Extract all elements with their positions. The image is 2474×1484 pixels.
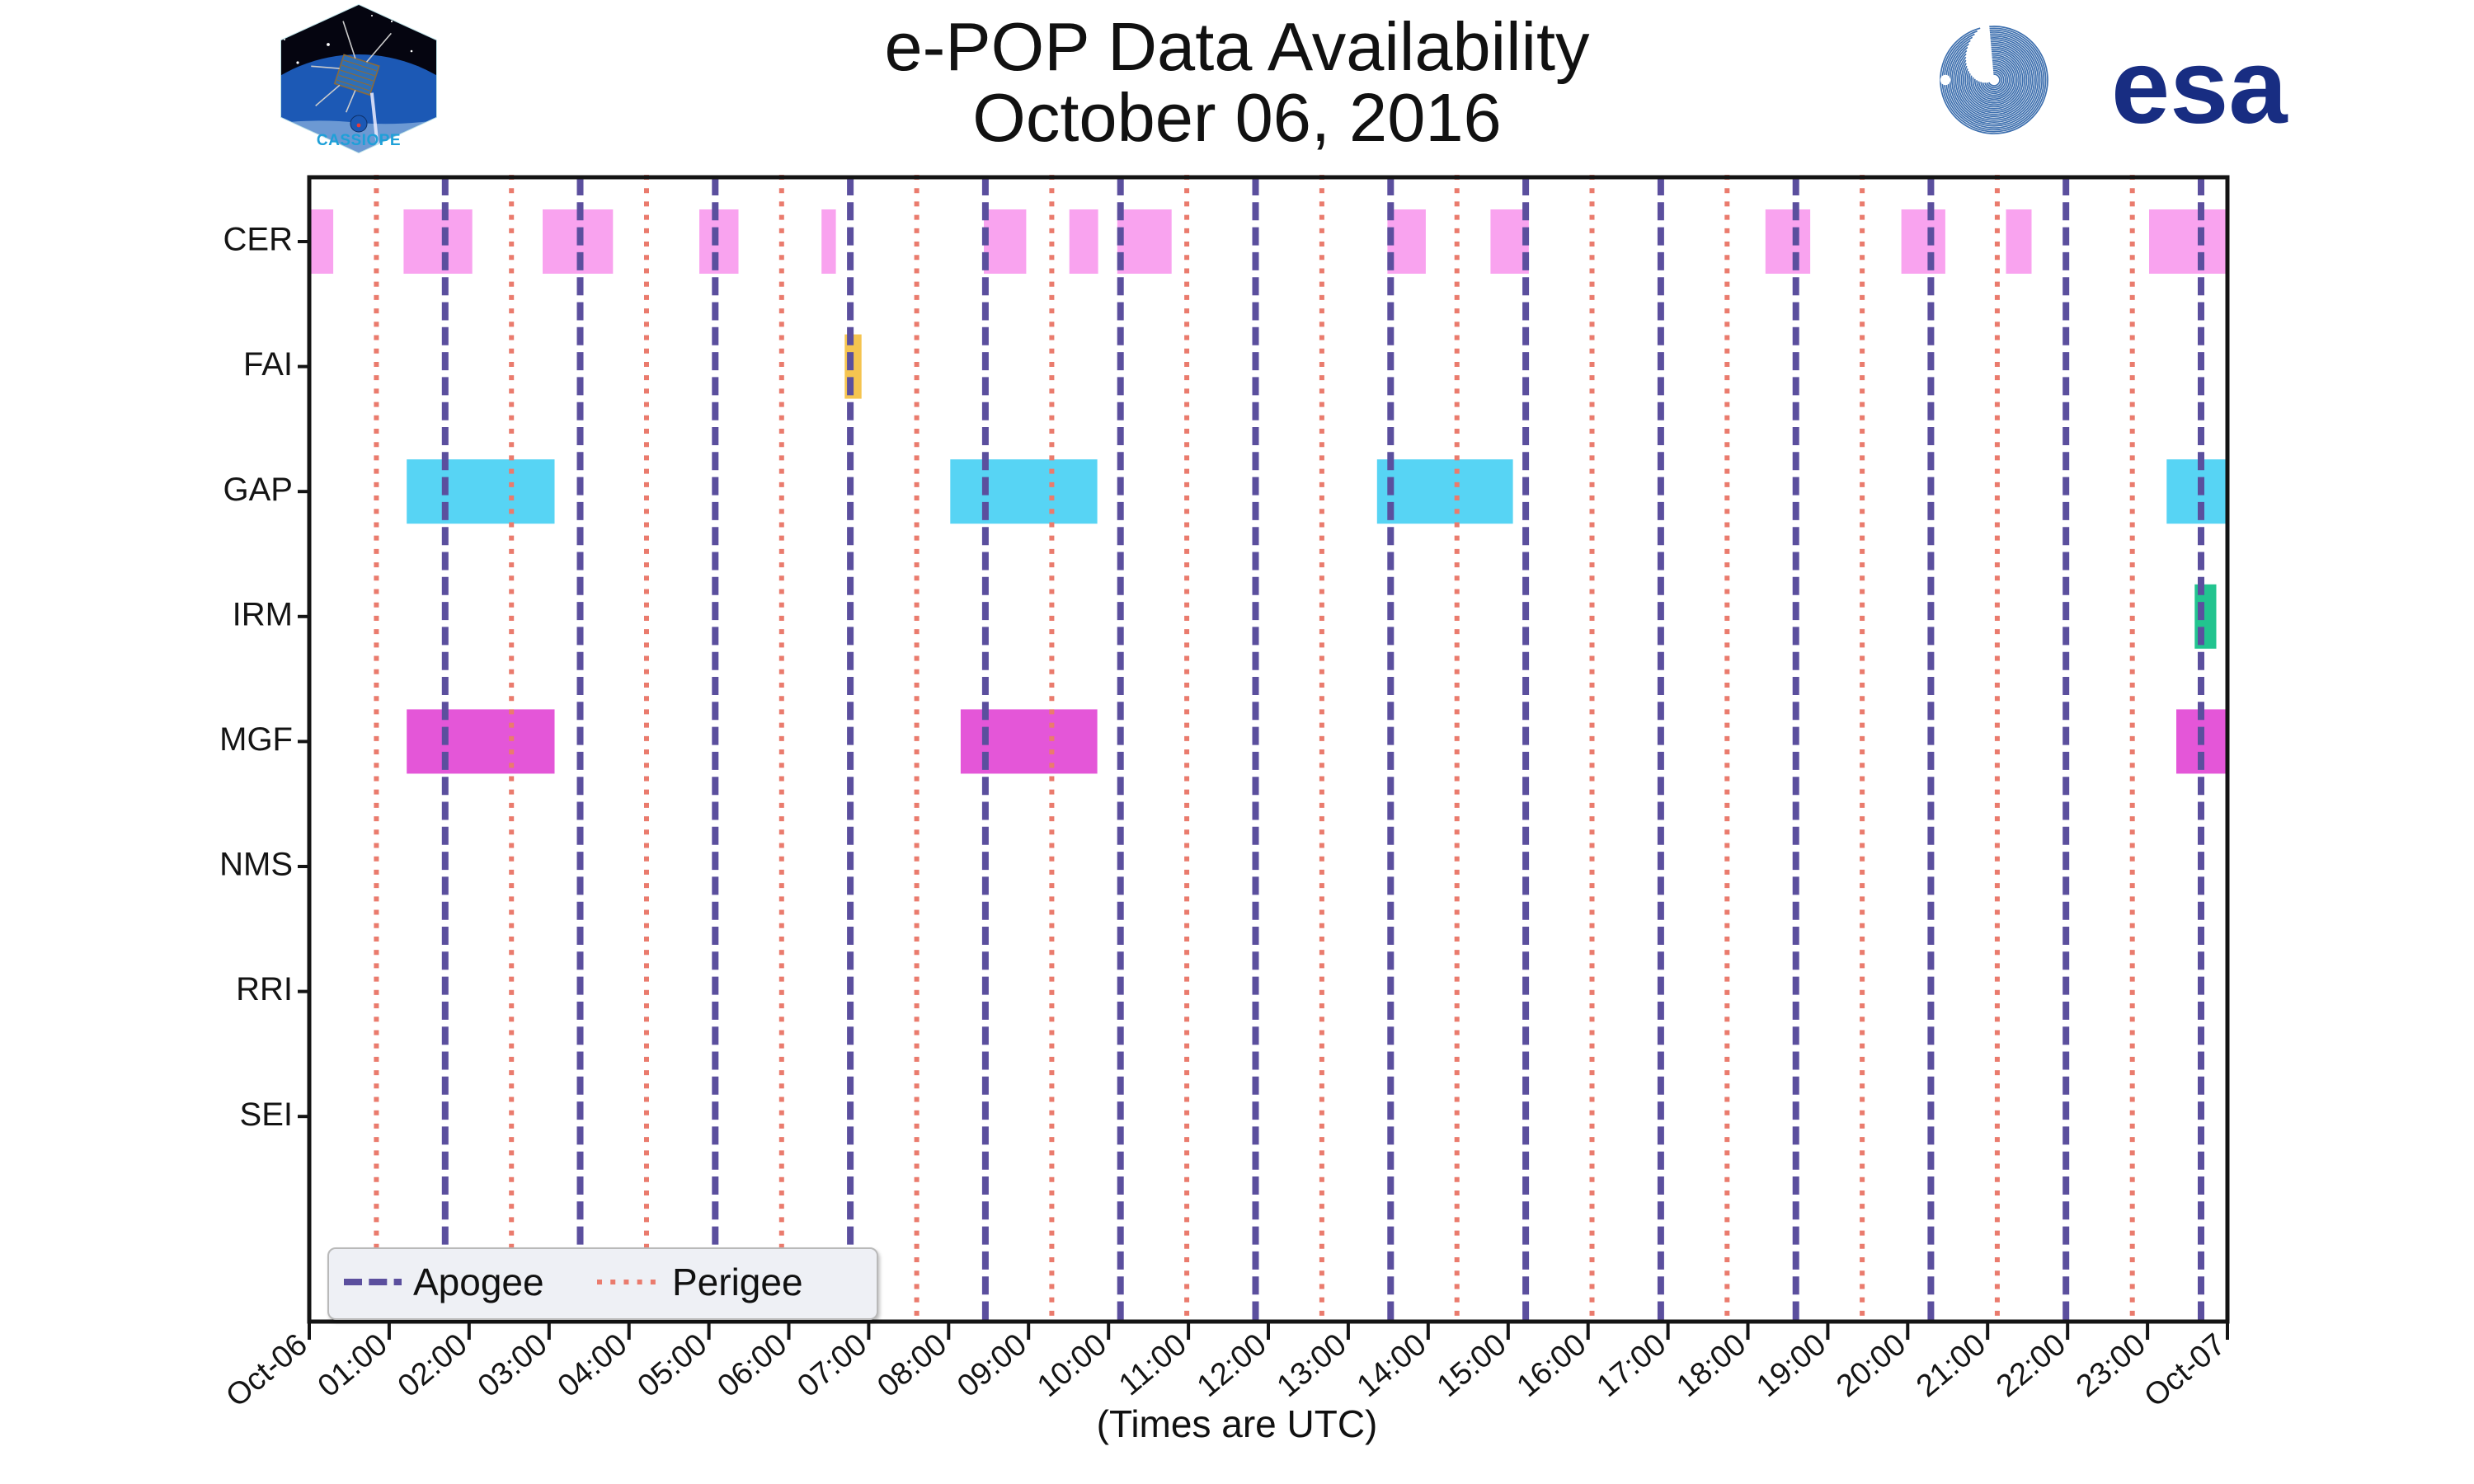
svg-text:11:00: 11:00 [1112,1327,1193,1402]
svg-text:NMS: NMS [219,847,293,883]
svg-text:MGF: MGF [219,721,293,758]
svg-text:04:00: 04:00 [552,1327,634,1404]
svg-text:FAI: FAI [243,346,293,383]
svg-text:13:00: 13:00 [1271,1327,1353,1404]
svg-text:GAP: GAP [223,472,293,508]
svg-text:Apogee: Apogee [413,1261,544,1303]
svg-text:07:00: 07:00 [791,1327,873,1404]
svg-text:IRM: IRM [233,596,293,632]
svg-text:05:00: 05:00 [632,1327,714,1404]
svg-text:22:00: 22:00 [1990,1327,2072,1404]
svg-text:17:00: 17:00 [1591,1327,1673,1404]
svg-text:02:00: 02:00 [392,1327,474,1404]
svg-text:15:00: 15:00 [1431,1327,1513,1404]
svg-text:21:00: 21:00 [1910,1327,1992,1404]
svg-text:10:00: 10:00 [1031,1327,1113,1404]
svg-text:16:00: 16:00 [1511,1327,1593,1404]
svg-text:12:00: 12:00 [1191,1327,1273,1404]
svg-text:01:00: 01:00 [312,1327,394,1404]
svg-text:SEI: SEI [240,1097,293,1133]
svg-text:Perigee: Perigee [672,1261,803,1303]
svg-text:03:00: 03:00 [472,1327,554,1404]
svg-text:19:00: 19:00 [1750,1327,1832,1404]
svg-text:09:00: 09:00 [951,1327,1033,1404]
svg-text:23:00: 23:00 [2070,1327,2152,1404]
svg-text:20:00: 20:00 [1830,1327,1912,1404]
svg-text:RRI: RRI [236,971,293,1007]
svg-text:06:00: 06:00 [711,1327,793,1404]
svg-text:08:00: 08:00 [871,1327,953,1404]
svg-text:14:00: 14:00 [1351,1327,1433,1404]
svg-text:CER: CER [223,222,293,258]
svg-text:18:00: 18:00 [1670,1327,1752,1404]
